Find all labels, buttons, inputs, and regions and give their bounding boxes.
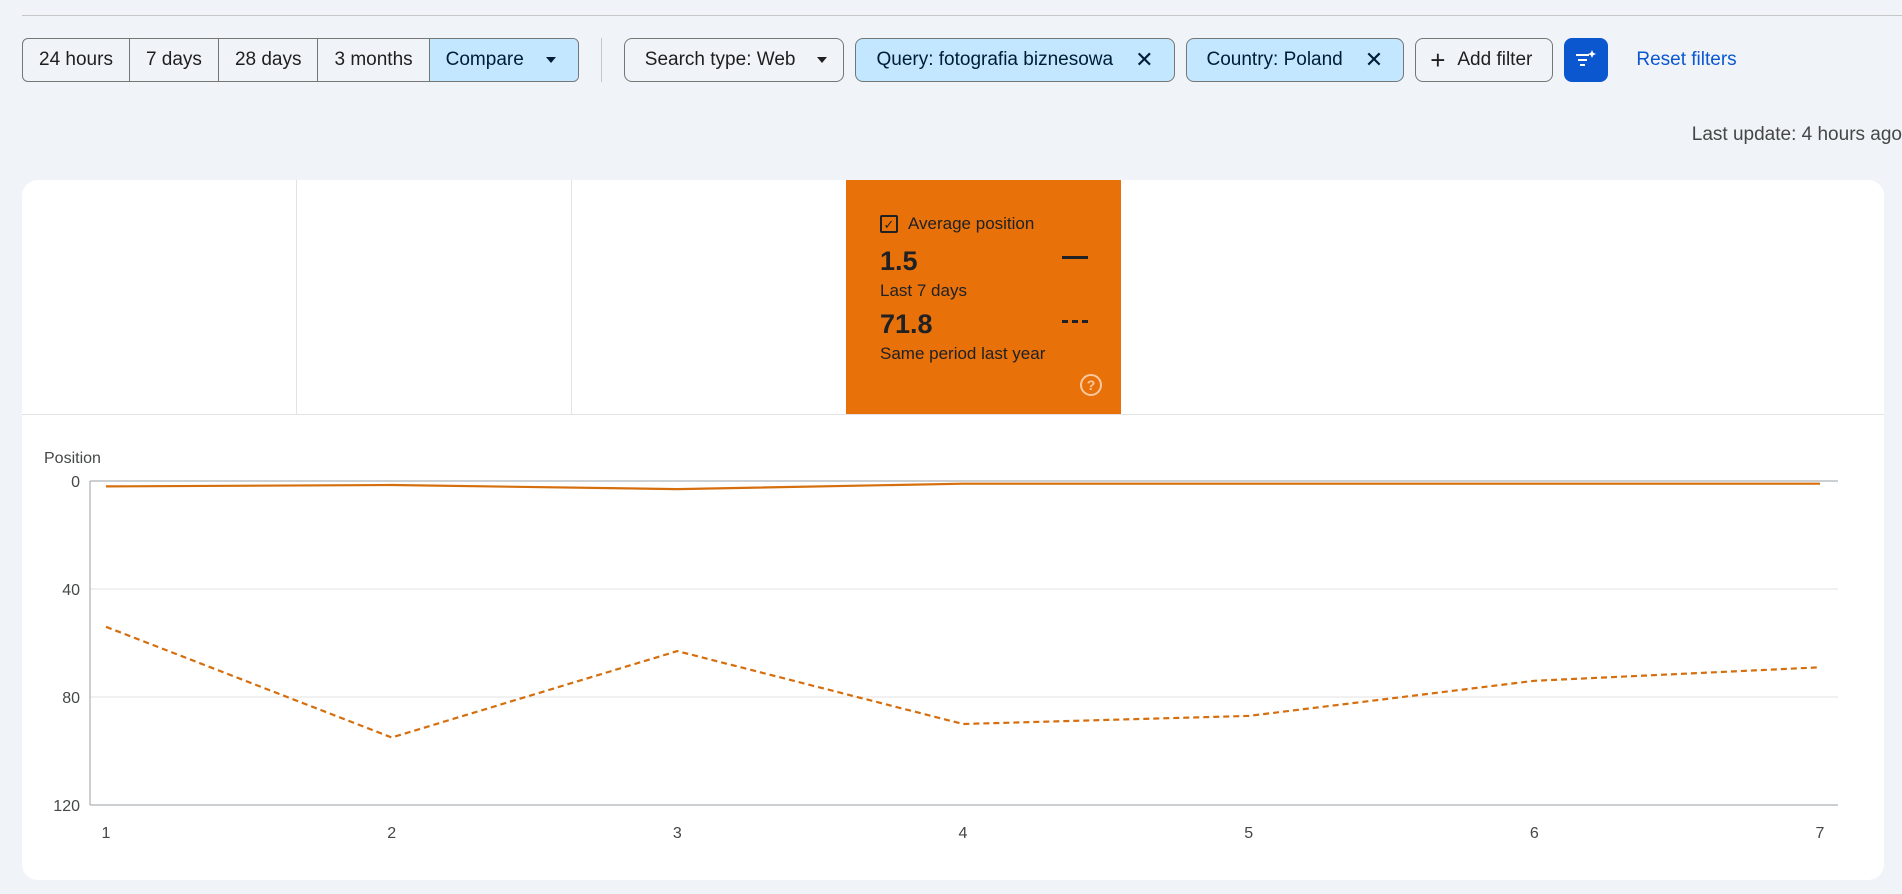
- y-tick-label: 80: [62, 690, 80, 707]
- performance-card: ✓ Average position 1.5 Last 7 days 71.8 …: [22, 180, 1884, 880]
- close-icon[interactable]: ✕: [1364, 47, 1384, 72]
- compare-button[interactable]: Compare: [429, 39, 578, 81]
- toolbar-divider: [600, 38, 602, 82]
- range-7-days[interactable]: 7 days: [130, 39, 219, 81]
- plus-icon: +: [1430, 45, 1446, 75]
- last-update-text: Last update: 4 hours ago: [1691, 124, 1902, 145]
- range-3-months[interactable]: 3 months: [318, 39, 430, 81]
- metric-value-current: 1.5: [880, 246, 918, 276]
- country-filter-chip[interactable]: Country: Poland ✕: [1185, 38, 1405, 82]
- metric-title: ✓ Average position: [880, 214, 1034, 234]
- metric-tab-average-position[interactable]: ✓ Average position 1.5 Last 7 days 71.8 …: [846, 180, 1121, 414]
- chevron-down-icon: [817, 57, 828, 63]
- metric-tab-empty[interactable]: [571, 180, 847, 414]
- metric-label-compare: Same period last year: [880, 344, 1046, 363]
- filter-toolbar: 24 hours 7 days 28 days 3 months Compare…: [22, 38, 1737, 82]
- y-axis-title: Position: [44, 450, 101, 467]
- x-tick-label: 5: [1244, 825, 1253, 842]
- date-range-selector: 24 hours 7 days 28 days 3 months Compare: [22, 38, 579, 82]
- chart-svg: Position 0 40 80 120 1 2 3 4 5 6 7: [44, 450, 1838, 842]
- add-filter-button[interactable]: + Add filter: [1415, 38, 1554, 82]
- help-icon[interactable]: ?: [1080, 374, 1102, 396]
- checkbox-checked-icon[interactable]: ✓: [880, 215, 898, 233]
- query-filter-chip[interactable]: Query: fotografia biznesowa ✕: [855, 38, 1175, 82]
- position-chart: Position 0 40 80 120 1 2 3 4 5 6 7: [22, 414, 1884, 880]
- metric-value-compare: 71.8: [880, 309, 933, 339]
- x-tick-label: 3: [673, 825, 682, 842]
- x-tick-label: 6: [1530, 825, 1539, 842]
- search-type-dropdown[interactable]: Search type: Web: [623, 38, 845, 82]
- filter-sparkle-icon: [1576, 50, 1597, 66]
- close-icon[interactable]: ✕: [1135, 47, 1154, 72]
- range-24-hours[interactable]: 24 hours: [23, 39, 130, 81]
- series-line-last-year: [105, 625, 1821, 739]
- add-filter-label: Add filter: [1457, 49, 1533, 70]
- solid-line-legend-icon: [1062, 256, 1088, 259]
- y-tick-label: 120: [53, 798, 80, 815]
- dashed-line-legend-icon: [1062, 320, 1088, 323]
- country-filter-label: Country: Poland: [1206, 49, 1343, 70]
- y-tick-label: 40: [62, 582, 80, 599]
- series-line-current: [105, 482, 1820, 491]
- metric-tabs: ✓ Average position 1.5 Last 7 days 71.8 …: [22, 180, 1884, 415]
- x-tick-label: 1: [102, 825, 111, 842]
- top-divider: [22, 15, 1902, 16]
- metric-label-current: Last 7 days: [880, 281, 967, 300]
- x-tick-label: 7: [1816, 825, 1825, 842]
- metric-title-label: Average position: [908, 214, 1035, 233]
- metric-tab-empty[interactable]: [22, 180, 297, 414]
- chevron-down-icon: [545, 57, 556, 63]
- compare-label: Compare: [445, 49, 524, 70]
- reset-filters-link[interactable]: Reset filters: [1636, 49, 1737, 70]
- metric-tab-empty[interactable]: [296, 180, 572, 414]
- y-tick-label: 0: [71, 474, 80, 491]
- search-type-label: Search type: Web: [644, 49, 796, 70]
- range-28-days[interactable]: 28 days: [219, 39, 319, 81]
- query-filter-label: Query: fotografia biznesowa: [876, 49, 1114, 70]
- ai-filter-button[interactable]: [1564, 38, 1609, 82]
- x-tick-label: 4: [959, 825, 968, 842]
- x-tick-label: 2: [387, 825, 396, 842]
